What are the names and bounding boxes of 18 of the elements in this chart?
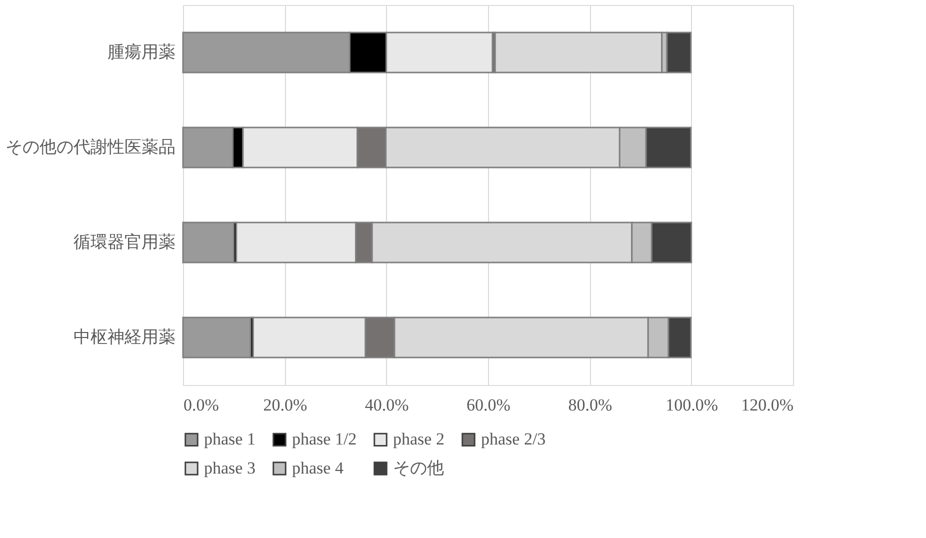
y-tick-label: 循環器官用薬: [74, 232, 176, 252]
legend-label: phase 2/3: [481, 430, 546, 449]
legend-label: phase 4: [292, 458, 344, 478]
x-tick-label: 80.0%: [568, 396, 612, 414]
x-tick-label: 20.0%: [263, 396, 308, 414]
y-tick-label: その他の代謝性医薬品: [6, 138, 176, 156]
x-tick-label: 100.0%: [666, 396, 718, 414]
legend-label: phase 1: [204, 430, 256, 449]
legend-label: phase 3: [204, 458, 256, 478]
x-tick-label: 0.0%: [184, 396, 219, 414]
x-tick-label: 40.0%: [364, 396, 409, 414]
x-tick-label: 60.0%: [466, 396, 510, 414]
y-tick-label: 腫瘍用薬: [108, 42, 176, 62]
y-tick-label: 中枢神経用薬: [74, 328, 176, 346]
legend-label: その他: [393, 458, 444, 478]
x-tick-label: 120.0%: [741, 396, 794, 414]
legend-label: phase 2: [393, 430, 444, 449]
legend-label: phase 1/2: [292, 430, 357, 449]
